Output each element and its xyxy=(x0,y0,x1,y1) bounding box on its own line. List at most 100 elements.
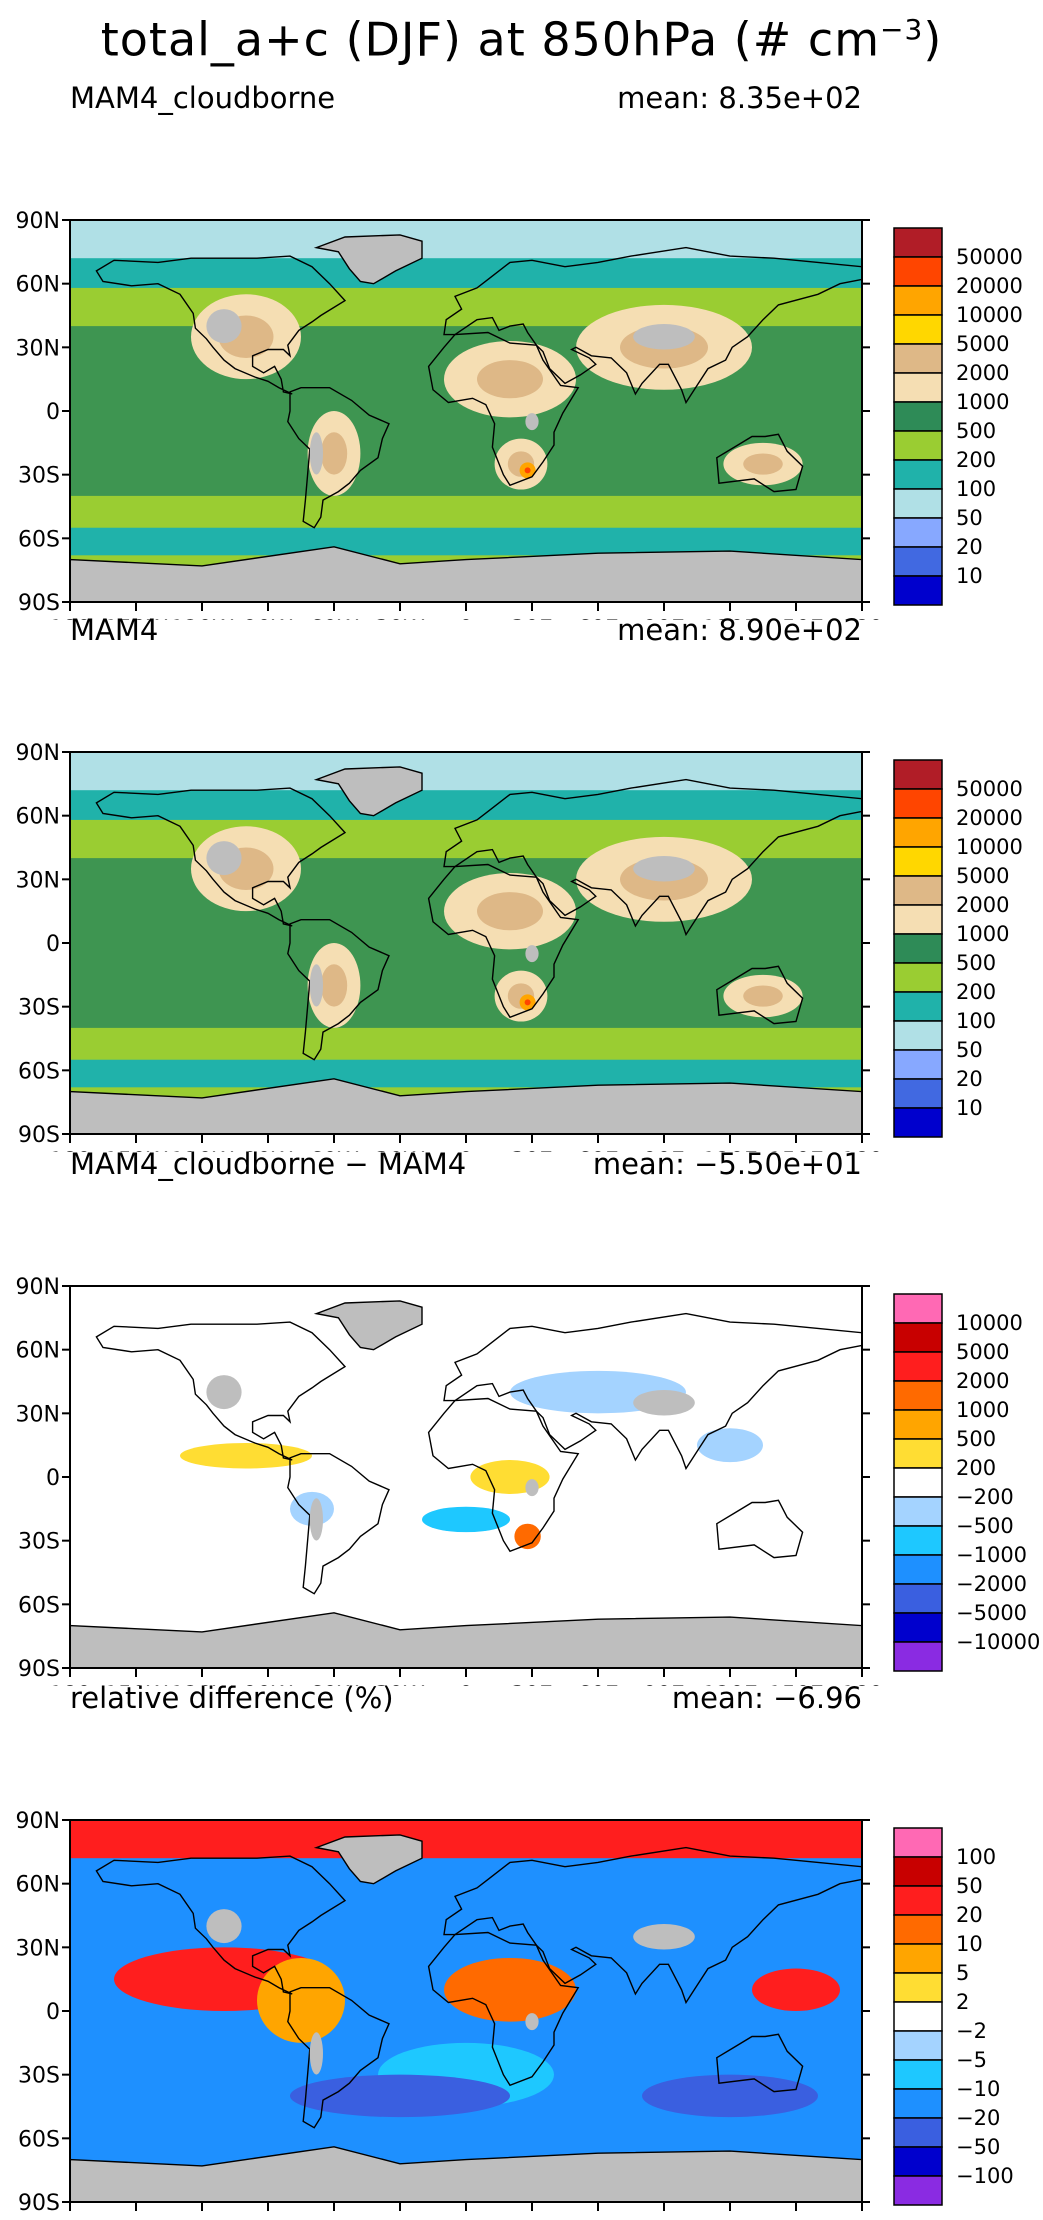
colorbar-swatch xyxy=(893,1467,943,1498)
colorbar-swatch xyxy=(893,372,943,403)
colorbar-swatch xyxy=(893,1496,943,1527)
colorbar-swatch xyxy=(893,991,943,1022)
colorbar-label: −2000 xyxy=(956,1572,1027,1596)
map-panel-mam4: MAM4 mean: 8.90e+02 90N60N30N030S60S90S1… xyxy=(0,612,1043,1152)
terrain-mask xyxy=(206,309,242,344)
colorbar-label: −5000 xyxy=(956,1601,1027,1625)
colorbar-swatch xyxy=(893,343,943,374)
colorbar-swatch xyxy=(893,1972,943,2003)
colorbar-swatch xyxy=(893,2146,943,2177)
lat-label: 30N xyxy=(16,1936,60,1961)
lat-label: 90S xyxy=(18,1123,60,1148)
colorbar-swatch xyxy=(893,488,943,519)
colorbar-swatch xyxy=(893,575,943,606)
colorbar-swatch xyxy=(893,1885,943,1916)
colorbar-swatch xyxy=(893,1409,943,1440)
colorbar-label: 20 xyxy=(956,535,983,559)
map-panel-cloudborne: MAM4_cloudborne mean: 8.35e+02 90N 60N 30N… xyxy=(0,80,1043,620)
colorbar-swatch xyxy=(893,2001,943,2032)
terrain-mask xyxy=(525,413,539,431)
colorbar-label: 1000 xyxy=(956,922,1009,946)
colorbar-label: 50 xyxy=(956,506,983,530)
lon-label: 0 xyxy=(459,1149,473,1152)
lon-label: 60W xyxy=(309,1683,359,1686)
colorbar-label: −200 xyxy=(956,1485,1014,1509)
lon-label: 150E xyxy=(768,1683,824,1686)
colorbar-swatch xyxy=(893,846,943,877)
colorbar-swatch xyxy=(893,1641,943,1672)
lat-label: 90N xyxy=(16,1809,60,1834)
lat-label: 0 xyxy=(46,400,60,425)
colorbar-label: 10000 xyxy=(956,303,1023,327)
lat-label: 60N xyxy=(16,273,60,298)
lon-label: 60E xyxy=(577,1683,619,1686)
lon-label: 90W xyxy=(243,1683,293,1686)
map-plot: 90N60N30N030S60S90S180150W120W90W60W30W0… xyxy=(16,1809,1014,2215)
lon-label: 60E xyxy=(577,1149,619,1152)
coastline-south-america xyxy=(287,387,390,529)
map-plot: 90N60N30N030S60S90S180150W120W90W60W30W0… xyxy=(16,209,1023,620)
colorbar-label: 50000 xyxy=(956,777,1023,801)
colorbar-swatch xyxy=(893,1351,943,1382)
colorbar-swatch xyxy=(893,256,943,287)
coastline-australia xyxy=(716,433,804,493)
lon-label: 60E xyxy=(577,617,619,620)
lon-label: 30E xyxy=(511,1683,553,1686)
field-contour xyxy=(697,1428,763,1463)
colorbar-swatch xyxy=(893,430,943,461)
lon-label: 120W xyxy=(170,617,234,620)
coastline-south-america xyxy=(287,919,390,1061)
lat-label: 90S xyxy=(18,1657,60,1682)
lat-label: 60S xyxy=(18,2127,60,2152)
lon-label: 90E xyxy=(643,617,685,620)
map-panel-relative-difference: relative difference (%) mean: −6.96 90N 6… xyxy=(0,1680,1043,2220)
field-contour xyxy=(743,453,783,475)
coastline-africa xyxy=(427,1397,580,1553)
colorbar-label: 5000 xyxy=(956,864,1009,888)
colorbar-label: 10 xyxy=(956,1932,983,1956)
colorbar-label: 20000 xyxy=(956,806,1023,830)
lon-label: 30W xyxy=(375,617,425,620)
colorbar-swatch xyxy=(893,1554,943,1585)
lon-label: 120E xyxy=(702,1149,758,1152)
colorbar-label: −10 xyxy=(956,2077,1000,2101)
field-contour xyxy=(642,2074,818,2118)
colorbar-label: 100 xyxy=(956,1845,996,1869)
colorbar-swatch xyxy=(893,1525,943,1556)
lon-label: 180 xyxy=(49,617,91,620)
colorbar-label: 5 xyxy=(956,1961,969,1985)
field-band xyxy=(70,790,862,820)
lon-label: 0 xyxy=(459,1683,473,1686)
terrain-mask xyxy=(525,2013,539,2031)
colorbar-swatch xyxy=(893,962,943,993)
colorbar-label: 10 xyxy=(956,564,983,588)
field-contour xyxy=(290,2074,510,2118)
colorbar-swatch xyxy=(893,314,943,345)
field-contour xyxy=(320,964,348,1007)
colorbar-swatch xyxy=(893,459,943,490)
colorbar-swatch xyxy=(893,1856,943,1887)
field-contour xyxy=(477,360,543,399)
terrain-mask xyxy=(633,1923,695,1950)
lon-label: 180 xyxy=(49,1683,91,1686)
coastline-australia xyxy=(716,2033,804,2093)
colorbar-label: 50 xyxy=(956,1038,983,1062)
colorbar-label: 500 xyxy=(956,419,996,443)
panel-mean: mean: −6.96 xyxy=(671,1681,862,1715)
field-contour xyxy=(524,467,531,474)
panel-mean: mean: 8.35e+02 xyxy=(617,81,862,115)
field-band xyxy=(70,527,862,556)
colorbar-swatch xyxy=(893,2175,943,2206)
terrain-mask xyxy=(525,945,539,963)
panel-mean: mean: 8.90e+02 xyxy=(617,613,862,647)
colorbar-label: 20000 xyxy=(956,274,1023,298)
colorbar-swatch xyxy=(893,1827,943,1858)
panel-label: relative difference (%) xyxy=(70,1681,394,1715)
colorbar-label: 20 xyxy=(956,1067,983,1091)
field-background xyxy=(70,1286,862,1668)
colorbar-label: 200 xyxy=(956,1456,996,1480)
colorbar-swatch xyxy=(893,2059,943,2090)
colorbar-swatch xyxy=(893,1943,943,1974)
field-contour xyxy=(320,432,348,475)
coastline-australia xyxy=(716,965,804,1025)
